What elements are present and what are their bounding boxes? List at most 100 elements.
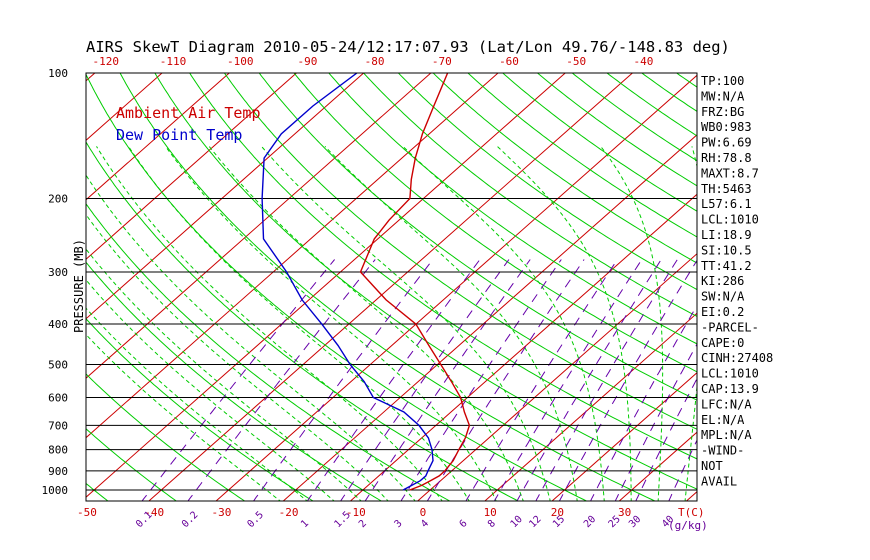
moist-adiabat-line [86,213,389,501]
legend: Ambient Air Temp Dew Point Temp [116,104,261,144]
isotherm-lines [0,66,870,503]
isotherm-line [349,193,697,501]
bottom-temperature-tick-label: 10 [484,506,497,519]
dry-adiabat-line [119,73,657,501]
moist-adiabat-line [128,146,470,501]
index-entry: -WIND- [701,444,744,458]
dry-adiabat-line [258,73,697,401]
pressure-tick-label: 500 [48,358,68,371]
moist-adiabat-line [86,333,281,501]
stability-indices-panel: TP:100MW:N/AFRZ:BGWB0:983PW:6.69RH:78.8M… [701,74,773,488]
isotherm-line [484,312,697,501]
dry-adiabat-line [841,67,870,502]
isotherm-line [86,73,230,201]
bottom-temperature-tick-label: -10 [346,506,366,519]
dry-adiabat-line [571,73,697,162]
bottom-temperature-tick-label: 30 [618,506,631,519]
dry-adiabat-line [432,73,697,264]
dry-adiabat-line [362,73,697,317]
dry-adiabat-line [86,373,246,501]
index-entry: LI:18.9 [701,228,752,242]
dry-adiabat-line [328,73,697,345]
mixing-ratio-line [306,259,481,501]
dry-adiabat-line [467,73,697,238]
pressure-tick-label: 300 [48,266,68,279]
index-entry: TP:100 [701,74,744,88]
mixing-ratio-tick-label: 12 [527,514,543,530]
index-entry: WB0:983 [701,120,752,134]
mixing-ratio-tick-label: 0.2 [180,510,201,531]
index-entry: LFC:N/A [701,397,752,411]
moist-adiabat-line [208,146,524,501]
sounding-series [261,73,471,491]
pressure-tick-label: 600 [48,391,68,404]
index-entry: NOT [701,459,723,473]
mixing-ratio-line [400,259,562,501]
index-entry: MW:N/A [701,89,745,103]
index-entry: KI:286 [701,274,744,288]
index-entry: TH:5463 [701,182,752,196]
dry-adiabat-lines [0,67,870,502]
mixing-ratio-line [187,259,376,501]
mixing-ratio-line [340,259,510,501]
moist-adiabat-line [600,146,664,501]
mixing-ratio-line [590,304,697,501]
series-line [359,73,471,491]
index-entry: CAP:13.9 [701,382,759,396]
pressure-axis: 100 200 300 400 500 600 700 800 900 1000 [42,67,69,497]
dry-adiabat-line [86,482,109,501]
index-entry: AVAIL [701,474,737,488]
dry-adiabat-line [293,73,697,373]
y-axis-label: PRESSURE (MB) [72,239,86,333]
isotherm-line [282,134,697,501]
legend-entry: Dew Point Temp [116,126,242,144]
moist-adiabat-line [402,146,605,501]
bottom-temperature-tick-label: -50 [77,506,97,519]
mixing-ratio-line [516,259,662,501]
isotherm-line [86,73,163,141]
dry-adiabat-line [641,73,697,112]
bottom-temperature-axis: -50 -40 -30 -20 -10 0 10 20 30 [77,506,631,519]
series-line [261,73,434,491]
dry-adiabat-line [0,67,41,502]
bottom-temperature-tick-label: -20 [279,506,299,519]
index-entry: -PARCEL- [701,320,759,334]
dry-adiabat-line [86,428,178,501]
mixing-ratio-line [465,259,618,501]
moist-adiabat-line [86,248,362,501]
pressure-tick-label: 1000 [42,484,69,497]
dry-adiabat-line [86,318,314,501]
index-entry: CAPE:0 [701,336,744,350]
dry-adiabat-line [675,73,697,88]
isotherm-line [86,73,365,320]
moist-adiabat-line [684,146,697,501]
dry-adiabat-line [397,73,697,291]
index-entry: EL:N/A [701,413,745,427]
plot-frame [85,72,698,502]
mixing-ratio-line [364,259,531,501]
top-temperature-tick-label: -110 [160,55,187,68]
mixing-ratio-tick-label: 4 [419,518,431,530]
bottom-temperature-tick-label: 20 [551,506,564,519]
isotherm-line [752,66,870,503]
index-entry: L57:6.1 [701,197,752,211]
pressure-tick-label: 400 [48,318,68,331]
top-temperature-tick-label: -40 [633,55,653,68]
mixing-ratio-tick-label: 6 [458,518,470,530]
top-temperature-tick-label: -120 [93,55,120,68]
mixing-ratio-tick-label: 20 [582,514,598,530]
bottom-temperature-tick-label: 0 [420,506,427,519]
isotherm-line [0,66,36,503]
mixing-ratio-line [558,259,697,501]
mixing-ratio-line [493,259,643,501]
pressure-tick-label: 700 [48,419,68,432]
pressure-tick-label: 200 [48,193,68,206]
top-temperature-tick-label: -60 [499,55,519,68]
moist-adiabat-line [86,174,416,501]
mixing-ratio-tick-label: 0.5 [245,510,266,531]
dry-adiabat-line [806,67,870,502]
index-entry: PW:6.69 [701,136,752,150]
top-temperature-axis: -120 -110 -100 -90 -80 -70 -60 -50 -40 [93,55,654,68]
mixing-ratio-tick-label: 8 [486,518,498,530]
index-entry: SI:10.5 [701,243,752,257]
